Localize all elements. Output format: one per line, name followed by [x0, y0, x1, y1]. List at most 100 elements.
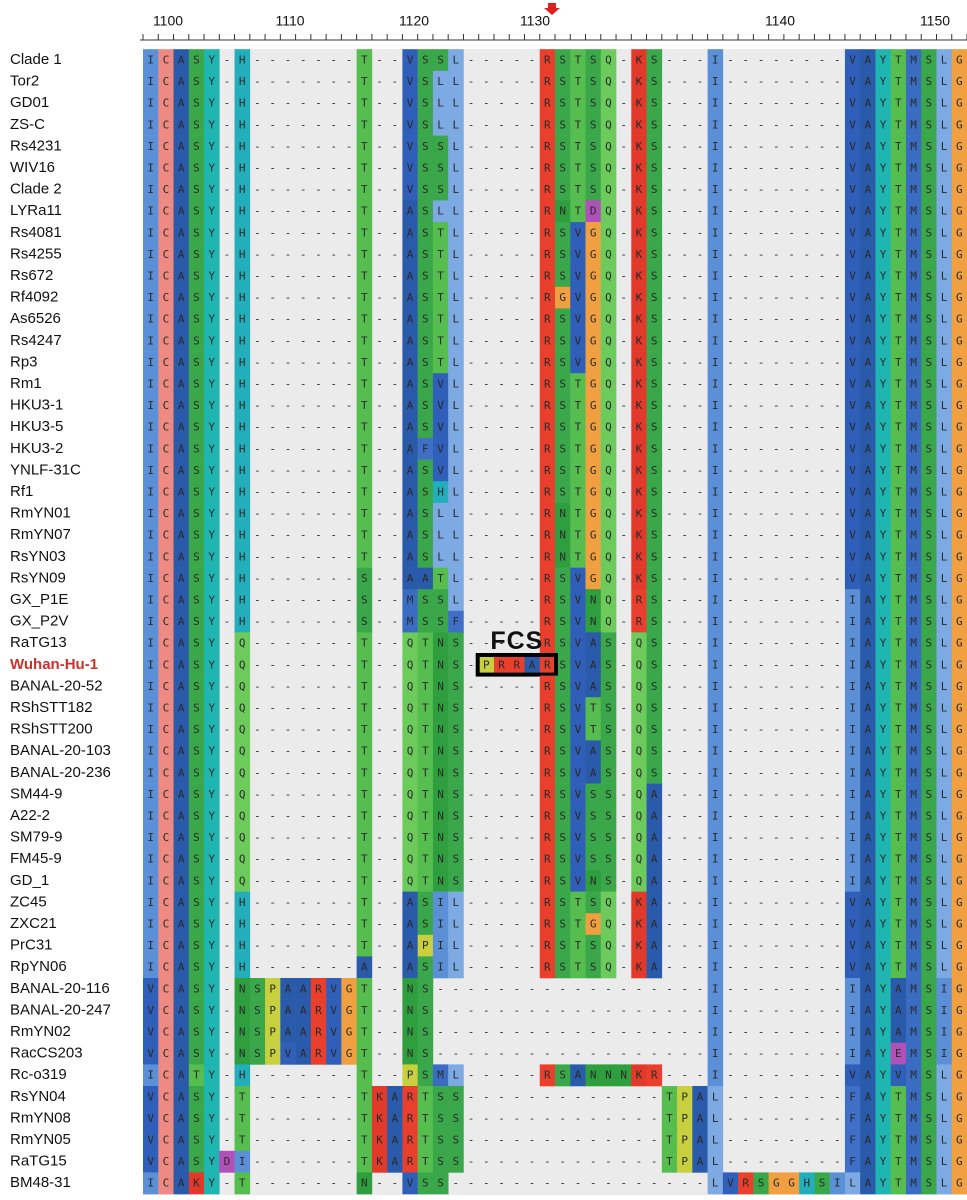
residue-cell	[844, 783, 861, 806]
residue-cell	[905, 1129, 922, 1152]
residue-cell	[905, 654, 922, 676]
residue-cell	[234, 697, 251, 720]
residue-cell	[417, 934, 434, 957]
residue-cell	[631, 546, 647, 568]
residue-cell	[905, 589, 922, 612]
residue-cell	[631, 286, 647, 309]
residue-cell	[890, 178, 907, 201]
residue-cell	[402, 805, 418, 828]
residue-cell	[646, 870, 663, 892]
residue-cell	[356, 654, 373, 676]
residue-cell	[860, 805, 876, 828]
residue-cell	[570, 286, 586, 309]
residue-cell	[631, 783, 647, 806]
residue-cell	[570, 740, 586, 763]
residue-cell	[844, 200, 861, 223]
residue-cell	[173, 49, 190, 72]
residue-cell	[204, 135, 220, 158]
residue-cell	[158, 178, 174, 201]
residue-cell	[890, 718, 907, 741]
residue-cell	[875, 891, 892, 914]
residue-cell	[844, 459, 861, 482]
residue-cell	[921, 783, 937, 806]
residue-cell	[539, 481, 556, 504]
residue-cell	[356, 589, 373, 612]
residue-cell	[234, 546, 251, 568]
residue-cell	[188, 308, 205, 331]
residue-cell	[356, 567, 373, 590]
residue-cell	[432, 1150, 449, 1173]
residue-cell	[432, 1064, 449, 1087]
residue-cell	[844, 49, 861, 72]
residue-cell	[936, 394, 953, 417]
residue-cell	[432, 632, 449, 655]
residue-cell	[844, 481, 861, 504]
residue-cell	[570, 546, 586, 568]
residue-cell	[905, 632, 922, 655]
residue-cell	[158, 157, 174, 180]
residue-cell	[158, 92, 174, 115]
residue-cell	[905, 1150, 922, 1173]
residue-cell	[600, 567, 617, 590]
residue-cell	[585, 92, 602, 115]
residue-cell	[646, 459, 663, 482]
residue-cell	[646, 351, 663, 374]
residue-cell	[432, 740, 449, 763]
sequence-name: LYRa11	[10, 202, 62, 219]
residue-cell	[143, 200, 159, 223]
residue-cell	[951, 1042, 967, 1065]
residue-cell	[936, 114, 953, 136]
residue-cell	[234, 1107, 251, 1130]
residue-cell	[432, 92, 449, 115]
residue-cell	[158, 934, 174, 957]
residue-cell	[631, 416, 647, 439]
residue-cell	[158, 49, 174, 72]
residue-cell	[417, 1172, 434, 1195]
residue-cell	[951, 178, 967, 201]
residue-cell	[173, 848, 190, 871]
residue-cell	[188, 654, 205, 676]
residue-cell	[173, 697, 190, 720]
residue-cell	[432, 114, 449, 136]
residue-cell	[860, 135, 876, 158]
residue-cell	[402, 416, 418, 439]
residue-cell	[188, 999, 205, 1022]
residue-cell	[234, 308, 251, 331]
residue-cell	[234, 1150, 251, 1173]
residue-cell	[707, 675, 724, 698]
residue-cell	[188, 1172, 205, 1195]
sequence-name: Rf4092	[10, 289, 58, 306]
residue-cell	[585, 308, 602, 331]
residue-cell	[448, 1064, 464, 1087]
residue-cell	[951, 502, 967, 525]
residue-cell	[143, 1021, 159, 1044]
residue-cell	[158, 567, 174, 590]
residue-cell	[539, 762, 556, 784]
residue-cell	[173, 956, 190, 979]
residue-cell	[539, 956, 556, 979]
residue-cell	[860, 1086, 876, 1108]
residue-cell	[539, 610, 556, 633]
residue-cell	[204, 243, 220, 266]
residue-cell	[890, 502, 907, 525]
residue-cell	[448, 222, 464, 244]
residue-cell	[188, 416, 205, 439]
residue-cell	[356, 870, 373, 892]
residue-cell	[555, 114, 571, 136]
residue-cell	[860, 870, 876, 892]
residue-cell	[646, 243, 663, 266]
residue-cell	[844, 697, 861, 720]
residue-cell	[402, 92, 418, 115]
residue-cell	[905, 610, 922, 633]
residue-cell	[570, 805, 586, 828]
residue-cell	[143, 913, 159, 936]
residue-cell	[570, 438, 586, 460]
residue-cell	[356, 373, 373, 396]
residue-cell	[631, 373, 647, 396]
residue-cell	[143, 459, 159, 482]
residue-cell	[707, 848, 724, 871]
ruler-label: 1150	[920, 13, 950, 29]
residue-cell	[432, 1107, 449, 1130]
residue-cell	[905, 675, 922, 698]
residue-cell	[265, 999, 281, 1022]
